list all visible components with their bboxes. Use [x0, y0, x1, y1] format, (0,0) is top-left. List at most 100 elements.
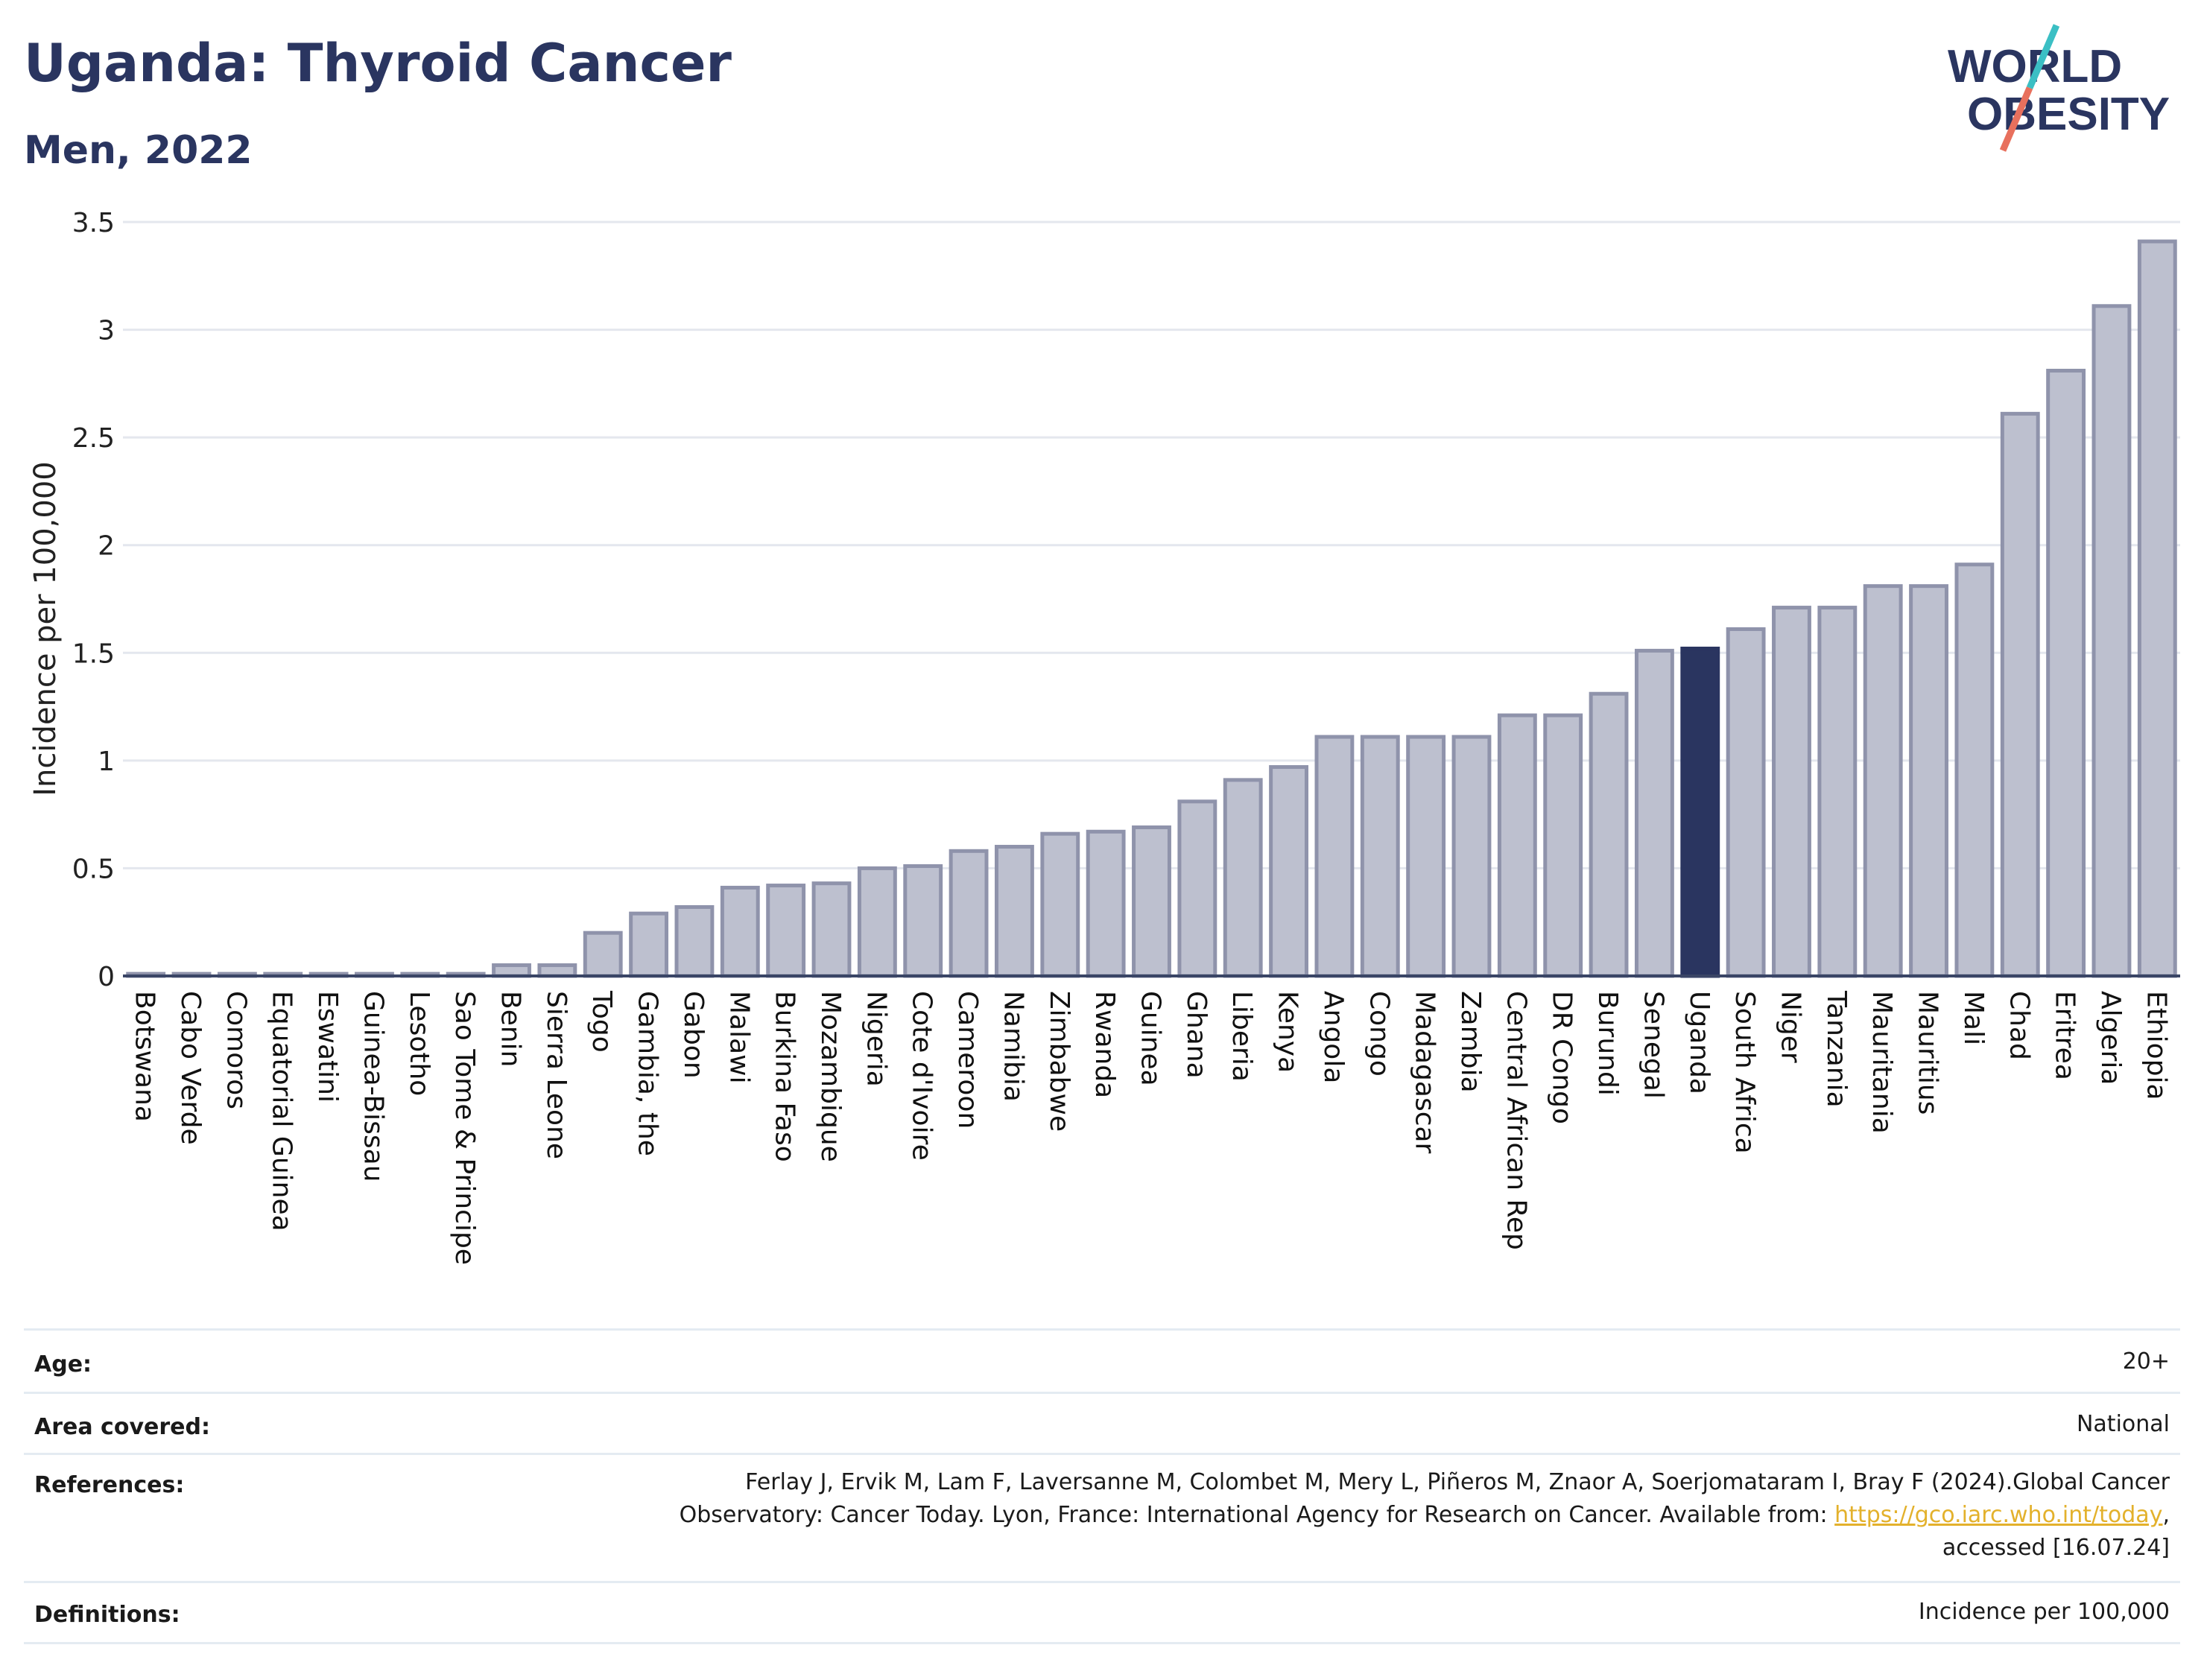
- meta-value-age: 20+: [2122, 1348, 2170, 1375]
- bar: [1817, 606, 1858, 978]
- bar: [1451, 735, 1492, 978]
- bar: [1726, 627, 1766, 978]
- x-tick-label: Eswatini: [312, 991, 343, 1103]
- x-tick-label: Algeria: [2095, 991, 2126, 1085]
- world-obesity-logo: WORLD OBESITY: [1948, 24, 2170, 152]
- bar: [629, 911, 669, 978]
- bar: [1772, 606, 1811, 978]
- meta-label-references: References:: [34, 1472, 185, 1498]
- reference-line-2-text: Observatory: Cancer Today. Lyon, France:…: [679, 1502, 1835, 1528]
- x-tick-label: Comoros: [221, 991, 251, 1109]
- bar: [1223, 778, 1263, 978]
- reference-link[interactable]: https://gco.iarc.who.int/today: [1834, 1502, 2163, 1528]
- x-tick-label: Togo: [586, 990, 617, 1053]
- x-tick-label: Cabo Verde: [175, 991, 206, 1145]
- logo-slash-bottom: [1999, 86, 2033, 152]
- bar: [903, 864, 943, 978]
- meta-value-references: Ferlay J, Ervik M, Lam F, Laversanne M, …: [680, 1466, 2170, 1565]
- meta-row-area: Area covered: National: [24, 1392, 2180, 1455]
- x-tick-label: Liberia: [1226, 991, 1257, 1082]
- logo-slash-top: [2026, 24, 2060, 89]
- bar: [1954, 562, 1995, 978]
- bar: [857, 866, 897, 978]
- x-tick-label: Ghana: [1181, 991, 1212, 1079]
- bar: [2046, 369, 2086, 978]
- x-tick-label: Gabon: [678, 991, 709, 1079]
- bar: [2137, 239, 2177, 978]
- x-tick-label: Rwanda: [1089, 991, 1120, 1098]
- reference-line-3: accessed [16.07.24]: [1942, 1535, 2170, 1561]
- bar: [1497, 713, 1537, 978]
- x-tick-label: Namibia: [998, 991, 1028, 1102]
- y-tick-label: 1.5: [72, 638, 115, 669]
- y-tick-label: 0: [98, 962, 115, 992]
- bar: [1634, 648, 1674, 978]
- bar: [720, 885, 760, 978]
- x-tick-label: Central African Rep: [1501, 991, 1531, 1250]
- x-tick-label: Congo: [1364, 991, 1394, 1077]
- x-tick-label: Malawi: [723, 991, 754, 1084]
- x-tick-label: Gambia, the: [633, 991, 663, 1156]
- y-tick-label: 3: [98, 316, 115, 346]
- x-tick-label: Mauritius: [1913, 991, 1943, 1115]
- x-tick-label: Equatorial Guinea: [267, 991, 297, 1232]
- bar: [1086, 829, 1126, 978]
- meta-divider: [24, 1581, 2180, 1583]
- x-tick-label: Sao Tome & Principe: [449, 991, 480, 1265]
- meta-divider: [24, 1392, 2180, 1394]
- x-tick-label: Kenya: [1273, 991, 1303, 1073]
- y-tick-label: 2.5: [72, 423, 115, 454]
- bar: [1589, 691, 1629, 978]
- x-tick-label: Angola: [1318, 991, 1349, 1083]
- meta-value-area: National: [2076, 1411, 2170, 1437]
- meta-divider: [24, 1453, 2180, 1455]
- x-tick-label: Cameroon: [952, 991, 983, 1129]
- x-tick-label: Uganda: [1684, 991, 1714, 1094]
- meta-value-definitions: Incidence per 100,000: [1918, 1599, 2170, 1625]
- meta-divider: [24, 1642, 2180, 1644]
- bar: [766, 884, 806, 978]
- x-tick-label: Mozambique: [815, 991, 846, 1162]
- bar: [1680, 647, 1720, 978]
- bar: [949, 849, 989, 978]
- meta-row-age: Age: 20+: [24, 1331, 2180, 1394]
- bar: [2091, 304, 2132, 978]
- x-tick-label: Burundi: [1592, 991, 1623, 1096]
- x-tick-label: Mauritania: [1866, 991, 1897, 1134]
- bar: [1132, 825, 1171, 978]
- reference-line-2: Observatory: Cancer Today. Lyon, France:…: [680, 1499, 2170, 1532]
- y-tick-label: 0.5: [72, 854, 115, 884]
- meta-label-definitions: Definitions:: [34, 1602, 180, 1628]
- x-tick-label: Chad: [2004, 991, 2034, 1060]
- meta-row-references: References: Ferlay J, Ervik M, Lam F, La…: [24, 1453, 2180, 1583]
- bar: [1177, 799, 1217, 978]
- bar: [811, 881, 852, 978]
- bar: [1314, 735, 1355, 978]
- bar: [583, 931, 623, 978]
- bar: [674, 904, 715, 978]
- x-tick-label: Lesotho: [404, 991, 434, 1096]
- x-tick-label: Senegal: [1638, 991, 1668, 1099]
- x-tick-label: Guinea: [1136, 991, 1166, 1086]
- reference-line-2-end: ,: [2162, 1502, 2170, 1528]
- x-tick-label: Zambia: [1455, 991, 1486, 1093]
- y-tick-label: 3.5: [72, 208, 115, 238]
- x-tick-label: Cote d'Ivoire: [907, 991, 937, 1161]
- x-tick-label: DR Congo: [1547, 991, 1577, 1124]
- metadata-table: Age: 20+ Area covered: National Referenc…: [24, 1328, 2180, 1644]
- x-tick-label: Mali: [1958, 991, 1989, 1045]
- x-tick-label: Nigeria: [861, 991, 891, 1087]
- x-tick-label: Eritrea: [2050, 991, 2080, 1080]
- bar: [995, 845, 1034, 978]
- bar-chart: 0 0.5 1 1.5 2 2.5 3 3.5 Incidence per 100,000 Bot…: [28, 208, 2180, 1265]
- x-tick-label: Niger: [1775, 991, 1805, 1063]
- meta-row-definitions: Definitions: Incidence per 100,000: [24, 1581, 2180, 1644]
- chart-title: Uganda: Thyroid Cancer: [24, 33, 732, 94]
- x-tick-label: Guinea-Bissau: [358, 991, 388, 1182]
- bar: [492, 963, 531, 978]
- meta-label-area: Area covered:: [34, 1414, 210, 1440]
- meta-label-age: Age:: [34, 1351, 92, 1378]
- x-tick-label: Botswana: [130, 991, 160, 1122]
- bar: [1543, 713, 1583, 978]
- y-tick-label: 1: [98, 747, 115, 777]
